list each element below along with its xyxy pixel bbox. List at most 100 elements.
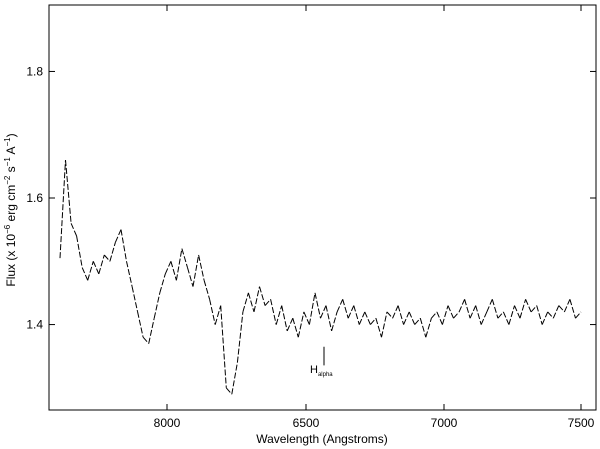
spectrum-segment [502,311,510,325]
axis-ticks [49,5,596,410]
spectrum-segment [164,261,172,275]
spectrum-segment [98,254,105,275]
spectrum-segment [469,305,477,319]
spectrum-segment [314,292,321,319]
h-alpha-label: Halpha [310,364,333,378]
spectrum-segment [175,248,183,281]
spectrum-segment [547,311,554,319]
spectrum-segment [65,159,72,224]
spectrum-segment [270,299,277,325]
spectrum-segment [342,299,349,319]
spectrum-segment [558,305,565,313]
y-axis-title-exp4: −1 [3,137,12,147]
spectrum-series [59,159,582,395]
spectrum-segment [103,254,111,262]
y-tick-label-1.8: 1.8 [26,64,43,78]
spectrum-segment [181,248,188,268]
spectrum-segment [336,299,344,313]
spectrum-segment [575,311,582,319]
spectrum-segment [275,305,283,325]
spectrum-segment [292,318,299,338]
spectrum-segment [480,311,488,325]
spectrum-segment [464,299,471,319]
spectrum-segment [453,311,460,319]
y-axis-title-s: s [4,166,18,175]
spectrum-segment [153,292,161,319]
spectrum-segment [236,311,244,363]
spectrum-segment [414,317,421,325]
spectrum-segment [425,318,432,338]
h-alpha-annotation: Halpha [310,346,333,378]
spectrum-segment [397,305,405,325]
spectrum-segment [81,267,89,281]
spectrum-segment [563,299,571,313]
x-tick-label-8000: 8000 [154,416,181,430]
spectrum-segment [297,311,305,338]
spectrum-segment [242,292,249,313]
y-axis-title-prefix: Flux (x 10 [4,234,18,287]
spectrum-segment [281,305,288,332]
y-axis-title-exp2: −2 [3,175,12,185]
spectrum-segment [92,261,100,275]
y-axis-title-exp3: −1 [3,157,12,167]
spectrum-segment [370,317,377,325]
x-tick-label-7000: 7000 [431,416,458,430]
spectrum-segment [375,318,382,338]
y-axis-title: Flux (x 10−6 erg cm−2 s−1 A−1) [3,133,18,286]
spectrum-segment [353,305,360,325]
spectrum-segment [458,299,466,313]
spectrum-segment [525,299,532,313]
spectrum-segment [408,311,416,325]
spectrum-segment [225,387,233,395]
spectrum-segment [137,311,144,338]
spectrum-segment [347,305,355,319]
spectrum-segment [264,298,271,306]
spectrum-segment [325,305,333,332]
spectrum-segment [87,261,94,281]
spectrum-segment [247,292,255,313]
spectrum-segment [286,317,294,332]
tick-labels: 8000 6500 7000 7500 1.4 1.6 1.8 [26,64,594,430]
spectrum-segment [514,305,521,319]
spectrum-segment [203,280,211,300]
y-axis-title-a: A [4,147,18,158]
spectrum-segment [198,254,205,281]
x-tick-label-7500: 7500 [568,416,595,430]
h-alpha-label-main: H [310,364,318,376]
spectrum-segment [386,311,393,319]
y-tick-label-1.6: 1.6 [26,191,43,205]
spectrum-segment [109,242,116,262]
spectrum-segment [209,299,216,325]
spectrum-segment [431,311,438,319]
spectrum-segment [419,318,427,338]
spectrum-segment [259,286,266,306]
y-axis-title-exp1: −6 [3,224,12,234]
spectrum-segment [403,311,410,325]
spectrum-segment [253,286,260,313]
spectrum-segment [131,286,139,313]
spectrum-segment [59,159,66,259]
spectrum-segment [508,305,515,325]
spectrum-segment [475,305,482,325]
spectrum-segment [530,305,538,313]
spectrum-segment [320,305,327,319]
spectrum-segment [220,305,227,388]
x-axis-title: Wavelength (Angstroms) [256,432,388,446]
spectrum-segment [519,299,527,319]
spectrum-segment [76,235,83,268]
spectrum-segment [170,261,177,281]
spectrum-segment [187,267,194,287]
spectrum-segment [364,311,371,325]
spectrum-segment [331,311,338,332]
spectrum-segment [231,362,238,395]
spectrum-segment [358,311,366,325]
spectrum-segment [569,299,576,319]
spectrum-segment [142,336,150,344]
spectrum-segment [486,299,493,313]
h-alpha-label-sub: alpha [318,372,333,378]
spectrum-segment [436,311,443,325]
spectrum-segment [303,311,310,325]
spectrum-segment [120,229,127,262]
spectrum-segment [441,305,449,325]
